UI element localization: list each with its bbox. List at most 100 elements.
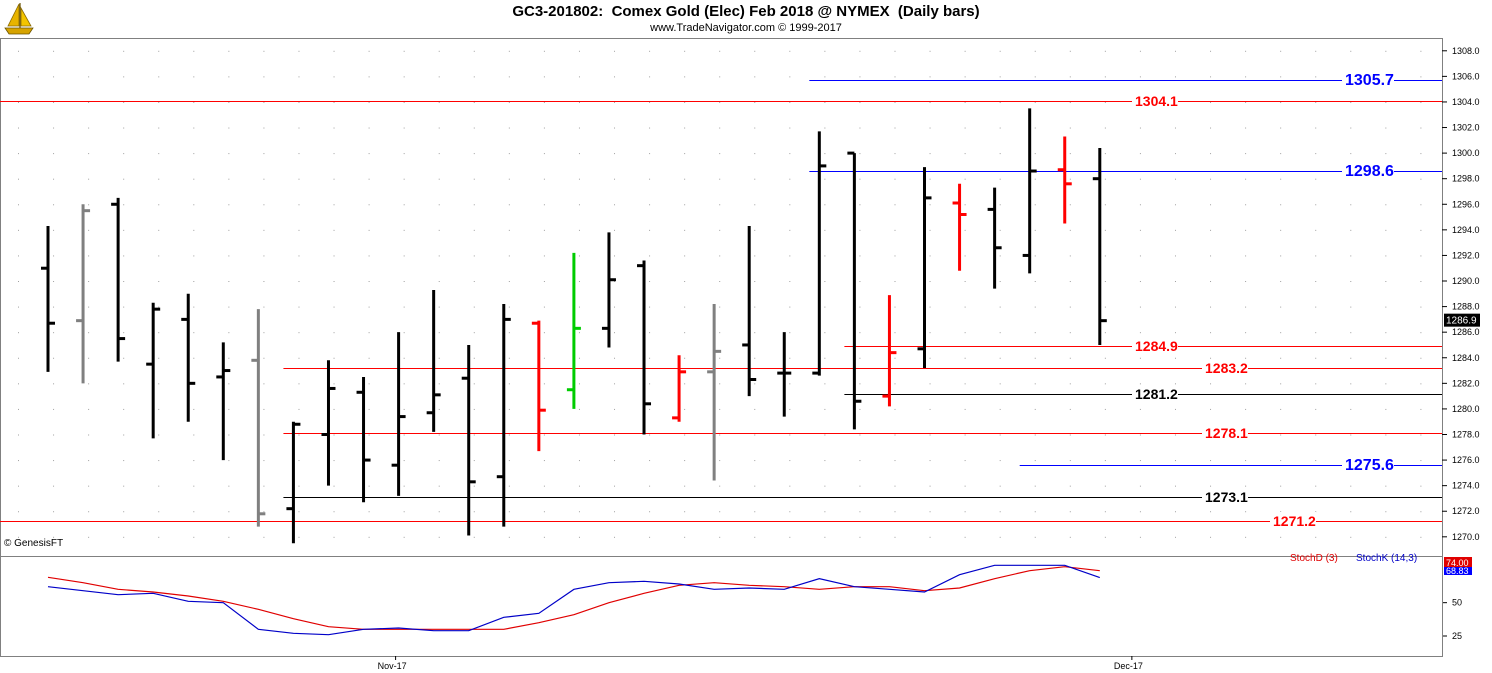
grid-dot — [228, 255, 230, 257]
y-tick-label: 1294.0 — [1452, 225, 1480, 235]
grid-dot — [1210, 229, 1212, 231]
grid-dot — [193, 332, 195, 334]
grid-dot — [543, 101, 545, 103]
grid-dot — [88, 178, 90, 180]
grid-dot — [158, 127, 160, 129]
grid-dot — [333, 50, 335, 52]
grid-dot — [999, 460, 1001, 462]
grid-dot — [859, 536, 861, 538]
grid-dot — [123, 306, 125, 308]
grid-dot — [368, 281, 370, 283]
grid-dot — [1210, 204, 1212, 206]
grid-dot — [1034, 255, 1036, 257]
grid-dot — [368, 306, 370, 308]
grid-dot — [789, 76, 791, 78]
grid-dot — [1280, 357, 1282, 359]
grid-dot — [263, 153, 265, 155]
grid-dot — [298, 460, 300, 462]
grid-dot — [789, 434, 791, 436]
grid-dot — [263, 281, 265, 283]
grid-dot — [473, 101, 475, 103]
grid-dot — [158, 178, 160, 180]
grid-dot — [333, 383, 335, 385]
y-tick-label: 1280.0 — [1452, 404, 1480, 414]
grid-dot — [1350, 204, 1352, 206]
grid-dot — [368, 178, 370, 180]
grid-dot — [719, 434, 721, 436]
grid-dot — [754, 255, 756, 257]
grid-dot — [1420, 153, 1422, 155]
grid-dot — [18, 383, 19, 385]
grid-dot — [193, 153, 195, 155]
ohlc-bar — [321, 360, 336, 486]
grid-dot — [228, 357, 230, 359]
grid-dot — [18, 357, 19, 359]
grid-dot — [894, 204, 896, 206]
grid-dot — [368, 511, 370, 513]
grid-dot — [719, 127, 721, 129]
grid-dot — [1315, 101, 1317, 103]
grid-dot — [53, 153, 55, 155]
grid-dot — [859, 229, 861, 231]
grid-dot — [1210, 357, 1212, 359]
grid-dot — [1245, 485, 1247, 487]
grid-dot — [88, 50, 90, 52]
grid-dot — [614, 229, 616, 231]
grid-dot — [298, 76, 300, 78]
grid-dot — [263, 434, 265, 436]
grid-dot — [894, 255, 896, 257]
grid-dot — [1174, 511, 1176, 513]
grid-dot — [123, 127, 125, 129]
ohlc-bar — [812, 131, 827, 376]
grid-dot — [298, 306, 300, 308]
grid-dot — [1350, 434, 1352, 436]
chart-subtitle: www.TradeNavigator.com © 1999-2017 — [650, 22, 842, 34]
grid-dot — [88, 357, 90, 359]
level-label-bg — [1132, 385, 1178, 403]
grid-dot — [684, 511, 686, 513]
grid-dot — [368, 127, 370, 129]
grid-dot — [649, 101, 651, 103]
grid-dot — [578, 332, 580, 334]
grid-dot — [999, 229, 1001, 231]
grid-dot — [88, 434, 90, 436]
level-label: 1271.2 — [1273, 513, 1316, 529]
grid-dot — [543, 306, 545, 308]
grid-dot — [859, 76, 861, 78]
ohlc-bar — [672, 355, 687, 422]
grid-dot — [824, 204, 826, 206]
grid-dot — [1245, 76, 1247, 78]
y-tick-label: 1296.0 — [1452, 199, 1480, 209]
grid-dot — [1315, 511, 1317, 513]
grid-dot — [228, 383, 230, 385]
grid-dot — [403, 204, 405, 206]
grid-dot — [964, 255, 966, 257]
grid-dot — [824, 50, 826, 52]
grid-dot — [754, 127, 756, 129]
grid-dot — [578, 281, 580, 283]
grid-dot — [53, 306, 55, 308]
grid-dot — [789, 204, 791, 206]
grid-dot — [754, 178, 756, 180]
grid-dot — [508, 127, 510, 129]
grid-dot — [158, 408, 160, 410]
grid-dot — [684, 178, 686, 180]
grid-dot — [193, 229, 195, 231]
grid-dot — [859, 127, 861, 129]
grid-dot — [1245, 153, 1247, 155]
grid-dot — [508, 281, 510, 283]
grid-dot — [999, 536, 1001, 538]
grid-dot — [333, 306, 335, 308]
grid-dot — [1280, 306, 1282, 308]
grid-dot — [684, 127, 686, 129]
grid-dot — [473, 408, 475, 410]
grid-dot — [1210, 255, 1212, 257]
grid-dot — [859, 178, 861, 180]
grid-dots — [18, 50, 1422, 538]
grid-dot — [614, 127, 616, 129]
grid-dot — [929, 332, 931, 334]
ohlc-bar — [391, 332, 406, 496]
grid-dot — [1245, 332, 1247, 334]
grid-dot — [18, 434, 19, 436]
grid-dot — [438, 229, 440, 231]
